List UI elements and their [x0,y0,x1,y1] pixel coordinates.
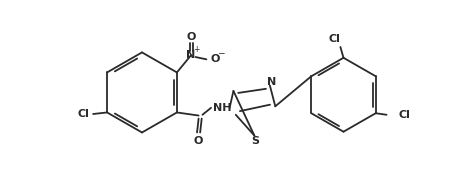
Text: −: − [217,49,225,58]
Text: Cl: Cl [78,109,90,119]
Text: O: O [186,32,196,42]
Text: O: O [210,54,220,64]
Text: N: N [267,77,276,87]
Text: +: + [193,45,199,54]
Text: NH: NH [212,103,231,113]
Text: S: S [251,136,259,146]
Text: Cl: Cl [399,110,411,120]
Text: O: O [193,136,202,146]
Text: Cl: Cl [328,33,340,44]
Text: N: N [186,50,196,60]
